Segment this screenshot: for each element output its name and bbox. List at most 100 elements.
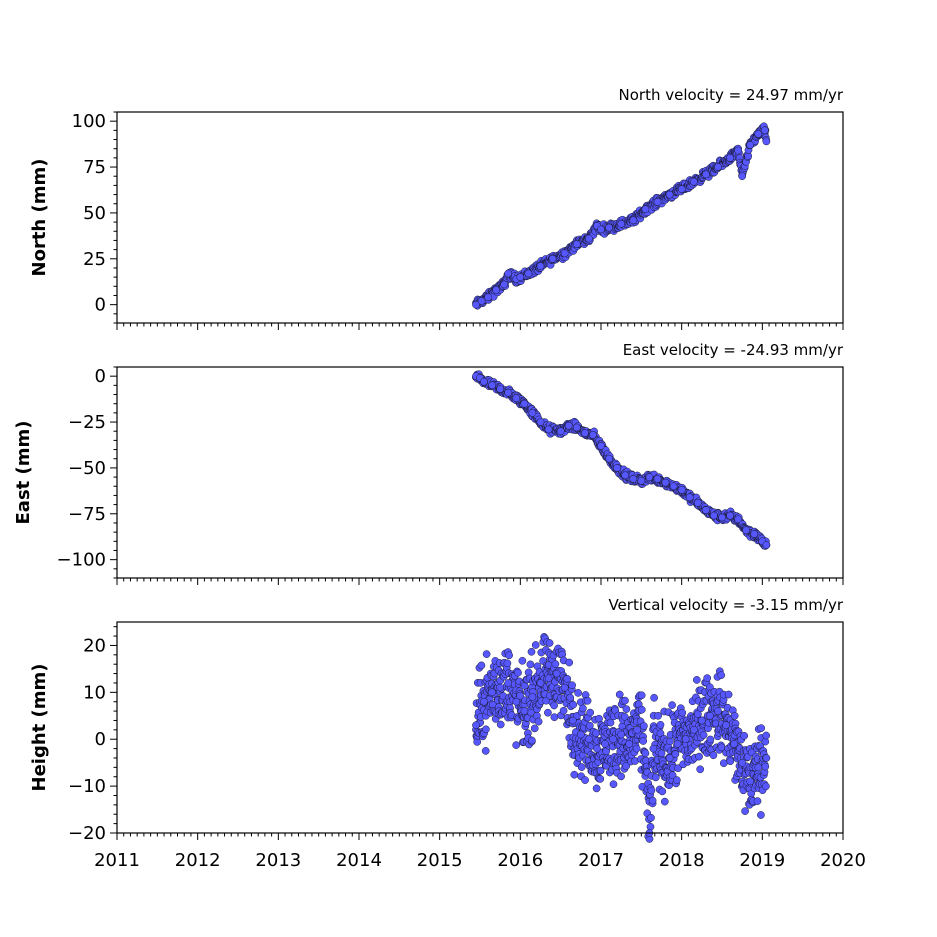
data-point (665, 754, 674, 762)
panel-title: North velocity = 24.97 mm/yr (619, 86, 844, 104)
data-point (726, 511, 734, 520)
data-point (563, 674, 572, 683)
data-point (653, 198, 662, 206)
data-point (709, 751, 718, 760)
data-point (477, 661, 486, 670)
data-point (577, 763, 586, 771)
data-point (681, 735, 690, 744)
data-point (762, 541, 771, 549)
data-point (609, 780, 618, 789)
data-point (640, 722, 648, 730)
data-point (514, 668, 522, 677)
data-point (641, 749, 650, 758)
data-point (717, 671, 726, 680)
data-point (730, 740, 738, 748)
data-point (592, 784, 601, 793)
y-tick-label: 0 (95, 295, 106, 316)
data-point (504, 679, 513, 687)
data-point (568, 716, 577, 725)
data-point (702, 170, 710, 179)
data-point (534, 717, 543, 726)
data-point (647, 813, 655, 822)
y-tick-label: −75 (68, 504, 106, 525)
data-point (544, 674, 553, 683)
data-point (593, 744, 601, 753)
data-point (530, 724, 539, 733)
data-point (657, 749, 666, 758)
data-point (609, 735, 617, 744)
data-point (753, 797, 762, 805)
data-point (596, 766, 605, 775)
panel-3: Vertical velocity = -3.15 mm/yr Height (m… (29, 596, 866, 871)
data-point (605, 223, 613, 232)
data-point (484, 293, 492, 302)
x-tick-label: 2020 (820, 850, 866, 871)
panel-title: East velocity = -24.93 mm/yr (623, 341, 844, 359)
data-point (596, 775, 605, 783)
x-tick-label: 2013 (255, 850, 301, 871)
data-point (585, 735, 593, 744)
data-point (566, 693, 575, 702)
data-point (649, 744, 658, 753)
data-point (579, 704, 587, 713)
data-point (746, 777, 755, 786)
data-point (606, 718, 615, 727)
data-point (702, 506, 710, 514)
data-point (730, 711, 739, 720)
data-point (653, 475, 662, 483)
data-point (678, 708, 687, 717)
data-point (581, 776, 589, 784)
data-point (637, 705, 646, 714)
data-point (550, 701, 558, 710)
data-point (658, 787, 667, 796)
y-tick-label: 0 (95, 366, 106, 387)
data-point (762, 782, 770, 791)
data-point (601, 740, 609, 748)
data-point (556, 427, 565, 436)
data-point (585, 721, 594, 730)
x-tick-label: 2018 (659, 850, 705, 871)
y-axis-label: East (mm) (13, 421, 34, 525)
data-point (710, 511, 718, 520)
y-tick-label: 25 (83, 249, 106, 270)
data-point (552, 669, 561, 678)
data-point (677, 486, 686, 494)
data-point (639, 737, 648, 745)
data-point (672, 776, 681, 784)
data-point (761, 762, 770, 771)
data-point (674, 764, 682, 773)
y-tick-label: −25 (68, 412, 106, 433)
data-point (746, 141, 755, 149)
data-point (622, 762, 631, 770)
data-point (734, 515, 742, 524)
data-point (482, 725, 490, 734)
x-tick-label: 2014 (336, 850, 382, 871)
data-point (480, 377, 488, 386)
data-point (520, 399, 529, 408)
data-point (504, 269, 513, 278)
data-point (689, 177, 698, 186)
data-point (520, 707, 529, 715)
data-point (668, 701, 676, 709)
data-point (536, 418, 545, 426)
data-point (689, 725, 698, 734)
data-point (673, 740, 682, 748)
data-point (645, 473, 654, 481)
data-point (526, 660, 535, 669)
data-point (536, 262, 545, 270)
data-point (488, 381, 496, 390)
data-point (629, 216, 638, 225)
x-tick-label: 2019 (739, 850, 785, 871)
data-point (531, 641, 540, 649)
data-point (481, 747, 490, 755)
data-point (762, 754, 771, 762)
data-point (762, 731, 771, 740)
data-point (503, 659, 512, 668)
data-point (699, 731, 708, 739)
plot-frame (116, 621, 844, 834)
y-tick-label: 75 (83, 157, 106, 178)
data-point (597, 442, 605, 450)
data-point (574, 689, 582, 697)
data-point (677, 185, 686, 193)
